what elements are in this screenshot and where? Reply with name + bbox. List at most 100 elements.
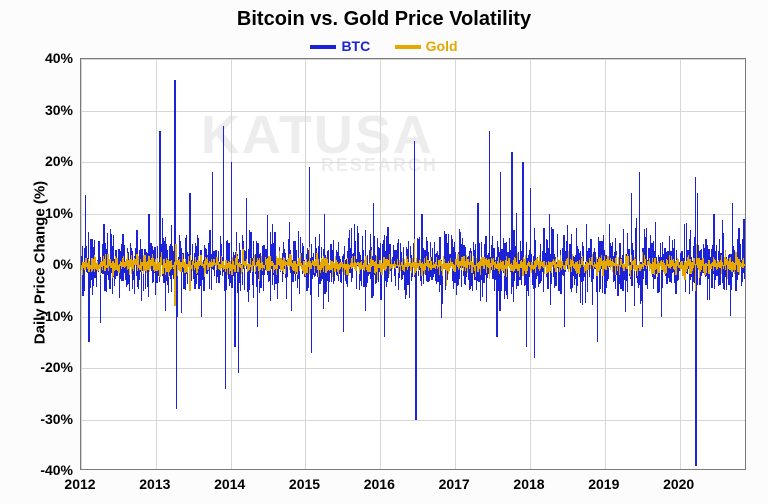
gold-stroke	[646, 265, 647, 266]
gold-stroke	[117, 258, 118, 265]
gold-stroke	[216, 265, 217, 270]
gold-stroke	[133, 265, 134, 271]
gold-stroke	[626, 265, 627, 269]
gold-stroke	[723, 265, 724, 269]
y-tick-label: 20%	[25, 153, 73, 169]
btc-stroke	[367, 255, 368, 265]
btc-stroke	[695, 265, 696, 466]
legend: BTC Gold	[0, 38, 768, 56]
gold-stroke	[102, 265, 103, 270]
gold-stroke	[418, 265, 419, 271]
legend-item-gold: Gold	[395, 38, 458, 56]
gold-stroke	[590, 265, 591, 269]
y-tick-label: 30%	[25, 102, 73, 118]
grid-line-h	[81, 59, 745, 60]
legend-label-gold: Gold	[426, 38, 458, 54]
btc-stroke	[244, 265, 245, 290]
gold-stroke	[105, 254, 106, 265]
y-tick-label: 10%	[25, 205, 73, 221]
gold-stroke	[133, 265, 134, 266]
gold-stroke	[539, 265, 540, 269]
gold-stroke	[235, 265, 236, 267]
gold-stroke	[745, 257, 746, 265]
gold-stroke	[252, 265, 253, 272]
gold-stroke	[174, 265, 175, 306]
btc-stroke	[231, 162, 232, 265]
gold-stroke	[480, 265, 481, 275]
gold-stroke	[552, 265, 553, 267]
gold-stroke	[675, 265, 676, 275]
grid-line-h	[81, 317, 745, 318]
btc-stroke	[522, 162, 523, 265]
x-tick-label: 2014	[214, 476, 245, 492]
grid-line-h	[81, 368, 745, 369]
plot-area: KATUSA RESEARCH	[80, 58, 746, 470]
y-tick-label: 40%	[25, 50, 73, 66]
volatility-chart: Bitcoin vs. Gold Price Volatility BTC Go…	[0, 0, 768, 504]
gold-stroke	[138, 256, 139, 265]
btc-stroke	[415, 265, 416, 420]
gold-stroke	[311, 265, 312, 267]
y-tick-label: 0%	[25, 256, 73, 272]
legend-item-btc: BTC	[310, 38, 370, 56]
watermark-line1: KATUSA	[201, 108, 434, 162]
grid-line-h	[81, 420, 745, 421]
btc-stroke	[174, 80, 175, 265]
gold-stroke	[631, 265, 632, 270]
gold-stroke	[695, 265, 696, 291]
gold-stroke	[365, 256, 366, 265]
x-tick-label: 2020	[663, 476, 694, 492]
gold-stroke	[402, 258, 403, 265]
gold-stroke	[161, 252, 162, 265]
grid-line-h	[81, 162, 745, 163]
y-tick-label: -10%	[25, 308, 73, 324]
legend-swatch-gold	[395, 45, 421, 49]
gold-stroke	[745, 260, 746, 265]
gold-stroke	[124, 265, 125, 267]
gold-stroke	[189, 265, 190, 291]
gold-stroke	[386, 265, 387, 269]
gold-stroke	[746, 263, 747, 265]
gold-stroke	[314, 265, 315, 273]
gold-stroke	[150, 265, 151, 269]
btc-stroke	[564, 265, 565, 327]
gold-stroke	[242, 265, 243, 272]
btc-stroke	[223, 126, 224, 265]
x-tick-label: 2019	[588, 476, 619, 492]
x-tick-label: 2018	[513, 476, 544, 492]
gold-stroke	[566, 265, 567, 266]
y-tick-label: -20%	[25, 359, 73, 375]
gold-stroke	[242, 265, 243, 266]
x-tick-label: 2017	[439, 476, 470, 492]
gold-stroke	[197, 265, 198, 269]
gold-stroke	[475, 265, 476, 268]
gold-stroke	[695, 265, 696, 266]
btc-stroke	[636, 218, 637, 265]
gold-stroke	[658, 265, 659, 273]
btc-stroke	[343, 265, 344, 332]
gold-stroke	[687, 265, 688, 269]
gold-stroke	[721, 265, 722, 274]
btc-stroke	[181, 265, 182, 313]
gold-stroke	[469, 265, 470, 269]
grid-line-h	[81, 111, 745, 112]
btc-stroke	[745, 256, 746, 265]
legend-label-btc: BTC	[341, 38, 370, 54]
x-tick-label: 2012	[64, 476, 95, 492]
btc-stroke	[489, 131, 490, 265]
x-tick-label: 2015	[289, 476, 320, 492]
x-tick-label: 2013	[139, 476, 170, 492]
x-tick-label: 2016	[364, 476, 395, 492]
y-tick-label: -30%	[25, 411, 73, 427]
gold-stroke	[277, 265, 278, 269]
gold-stroke	[297, 265, 298, 275]
btc-stroke	[214, 265, 215, 276]
gold-stroke	[580, 265, 581, 268]
grid-line-h	[81, 214, 745, 215]
legend-swatch-btc	[310, 45, 336, 49]
btc-stroke	[746, 263, 747, 265]
chart-title: Bitcoin vs. Gold Price Volatility	[0, 8, 768, 31]
btc-stroke	[745, 265, 746, 300]
gold-stroke	[643, 265, 644, 269]
gold-stroke	[745, 265, 746, 268]
